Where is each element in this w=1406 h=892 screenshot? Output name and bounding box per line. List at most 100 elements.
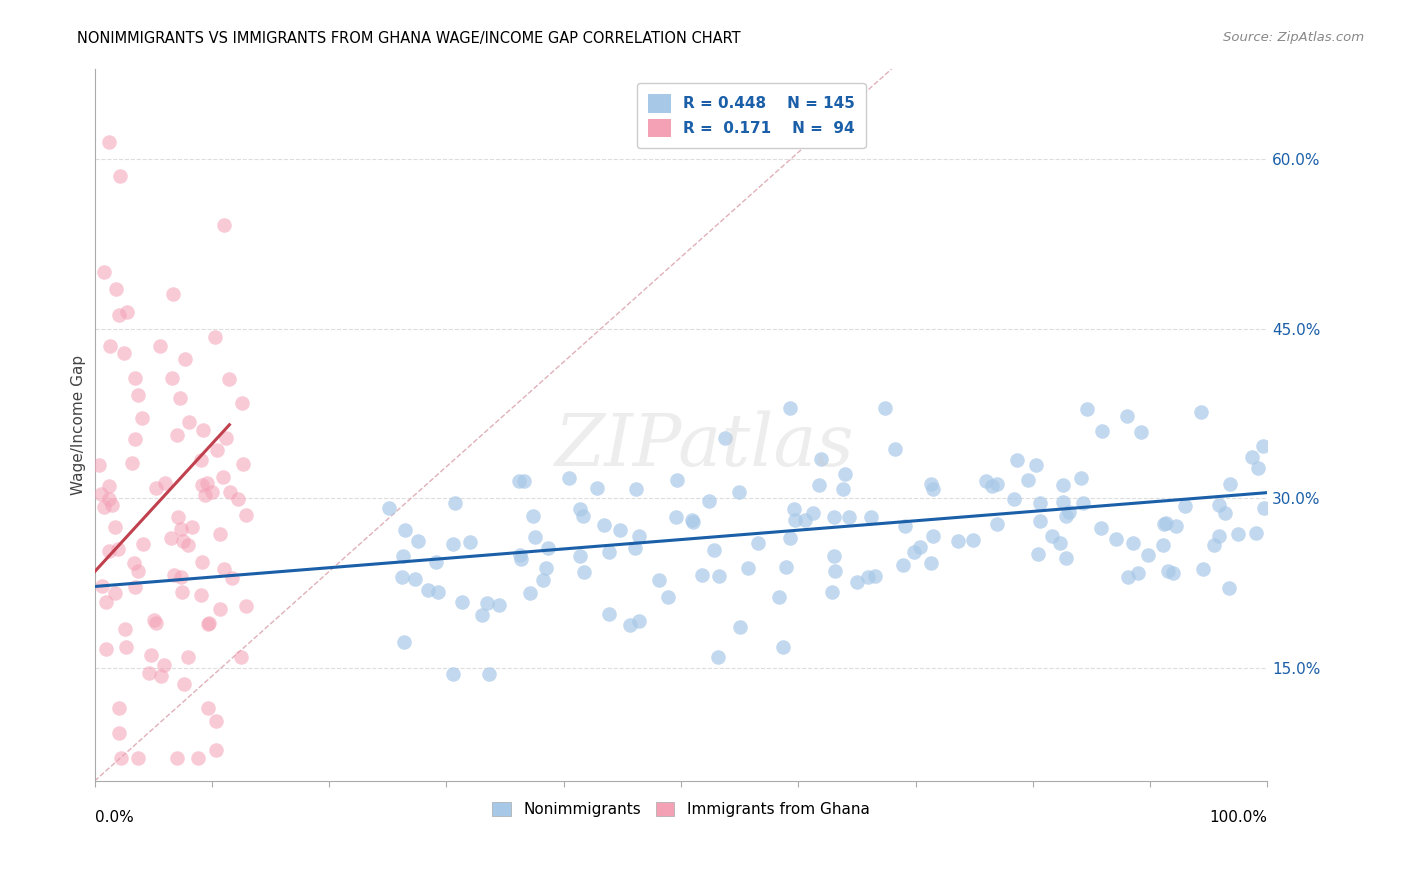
Point (1017, 473, 1039, 487)
Point (177, 650, 200, 665)
Point (585, 481, 607, 495)
Point (1126, 566, 1149, 580)
Point (110, 751, 132, 765)
Point (779, 401, 801, 415)
Point (1156, 564, 1178, 578)
Point (89, 458, 111, 472)
Point (194, 488, 217, 502)
Point (783, 502, 806, 516)
Point (509, 548, 531, 562)
Point (519, 586, 541, 600)
Point (974, 474, 997, 488)
Point (709, 569, 731, 583)
Point (191, 423, 214, 437)
Point (1054, 509, 1077, 524)
Point (665, 473, 688, 487)
Point (903, 545, 925, 559)
Point (1054, 551, 1077, 566)
Point (219, 484, 242, 499)
Point (195, 476, 218, 491)
Point (922, 482, 945, 496)
Point (981, 479, 1004, 493)
Point (1028, 496, 1050, 510)
Point (860, 509, 883, 524)
Point (537, 541, 560, 556)
Point (1246, 460, 1268, 475)
Point (127, 564, 149, 578)
Point (523, 530, 546, 544)
Point (90, 487, 112, 501)
Point (598, 545, 620, 559)
Point (93, 265, 115, 279)
Text: ZIPatlas: ZIPatlas (554, 411, 855, 482)
Point (1246, 525, 1268, 540)
Point (377, 501, 399, 516)
Point (150, 669, 173, 683)
Point (212, 470, 235, 484)
Point (657, 590, 679, 604)
Point (153, 658, 176, 673)
Point (865, 568, 887, 582)
Point (598, 607, 620, 621)
Point (124, 370, 146, 384)
Point (197, 616, 219, 631)
Point (1049, 535, 1071, 549)
Point (558, 471, 581, 485)
Point (1153, 516, 1175, 531)
Point (181, 519, 204, 533)
Point (170, 570, 193, 584)
Point (226, 492, 249, 507)
Point (1052, 477, 1074, 491)
Point (392, 635, 415, 649)
Point (149, 339, 172, 353)
Text: Source: ZipAtlas.com: Source: ZipAtlas.com (1223, 31, 1364, 45)
Point (170, 522, 193, 536)
Point (986, 476, 1008, 491)
Point (114, 622, 136, 636)
Y-axis label: Wage/Income Gap: Wage/Income Gap (72, 355, 86, 495)
Point (231, 650, 253, 665)
Point (962, 533, 984, 547)
Point (145, 481, 167, 495)
Point (190, 555, 212, 569)
Point (204, 330, 226, 344)
Point (1029, 514, 1052, 528)
Point (768, 590, 790, 604)
Point (1191, 562, 1213, 576)
Point (794, 513, 817, 527)
Point (212, 218, 235, 232)
Point (450, 595, 472, 609)
Point (665, 510, 688, 524)
Point (846, 574, 869, 589)
Point (1189, 404, 1212, 418)
Point (100, 498, 122, 512)
Point (572, 508, 595, 523)
Point (488, 598, 510, 612)
Point (97, 135, 120, 149)
Point (471, 607, 494, 622)
Point (681, 513, 703, 527)
Point (201, 485, 224, 500)
Point (592, 518, 614, 533)
Point (127, 751, 149, 765)
Point (441, 537, 464, 551)
Point (232, 457, 254, 471)
Point (697, 494, 720, 508)
Point (1136, 548, 1159, 562)
Point (114, 640, 136, 655)
Point (893, 519, 915, 533)
Point (107, 700, 129, 714)
Point (124, 433, 146, 447)
Point (747, 536, 769, 550)
Point (522, 508, 544, 523)
Point (235, 599, 257, 613)
Point (218, 372, 240, 386)
Point (190, 588, 212, 602)
Point (97, 479, 120, 493)
Point (110, 169, 132, 183)
Point (856, 570, 879, 584)
Point (1219, 476, 1241, 491)
Point (441, 666, 464, 681)
Point (508, 475, 530, 489)
Point (98, 492, 121, 507)
